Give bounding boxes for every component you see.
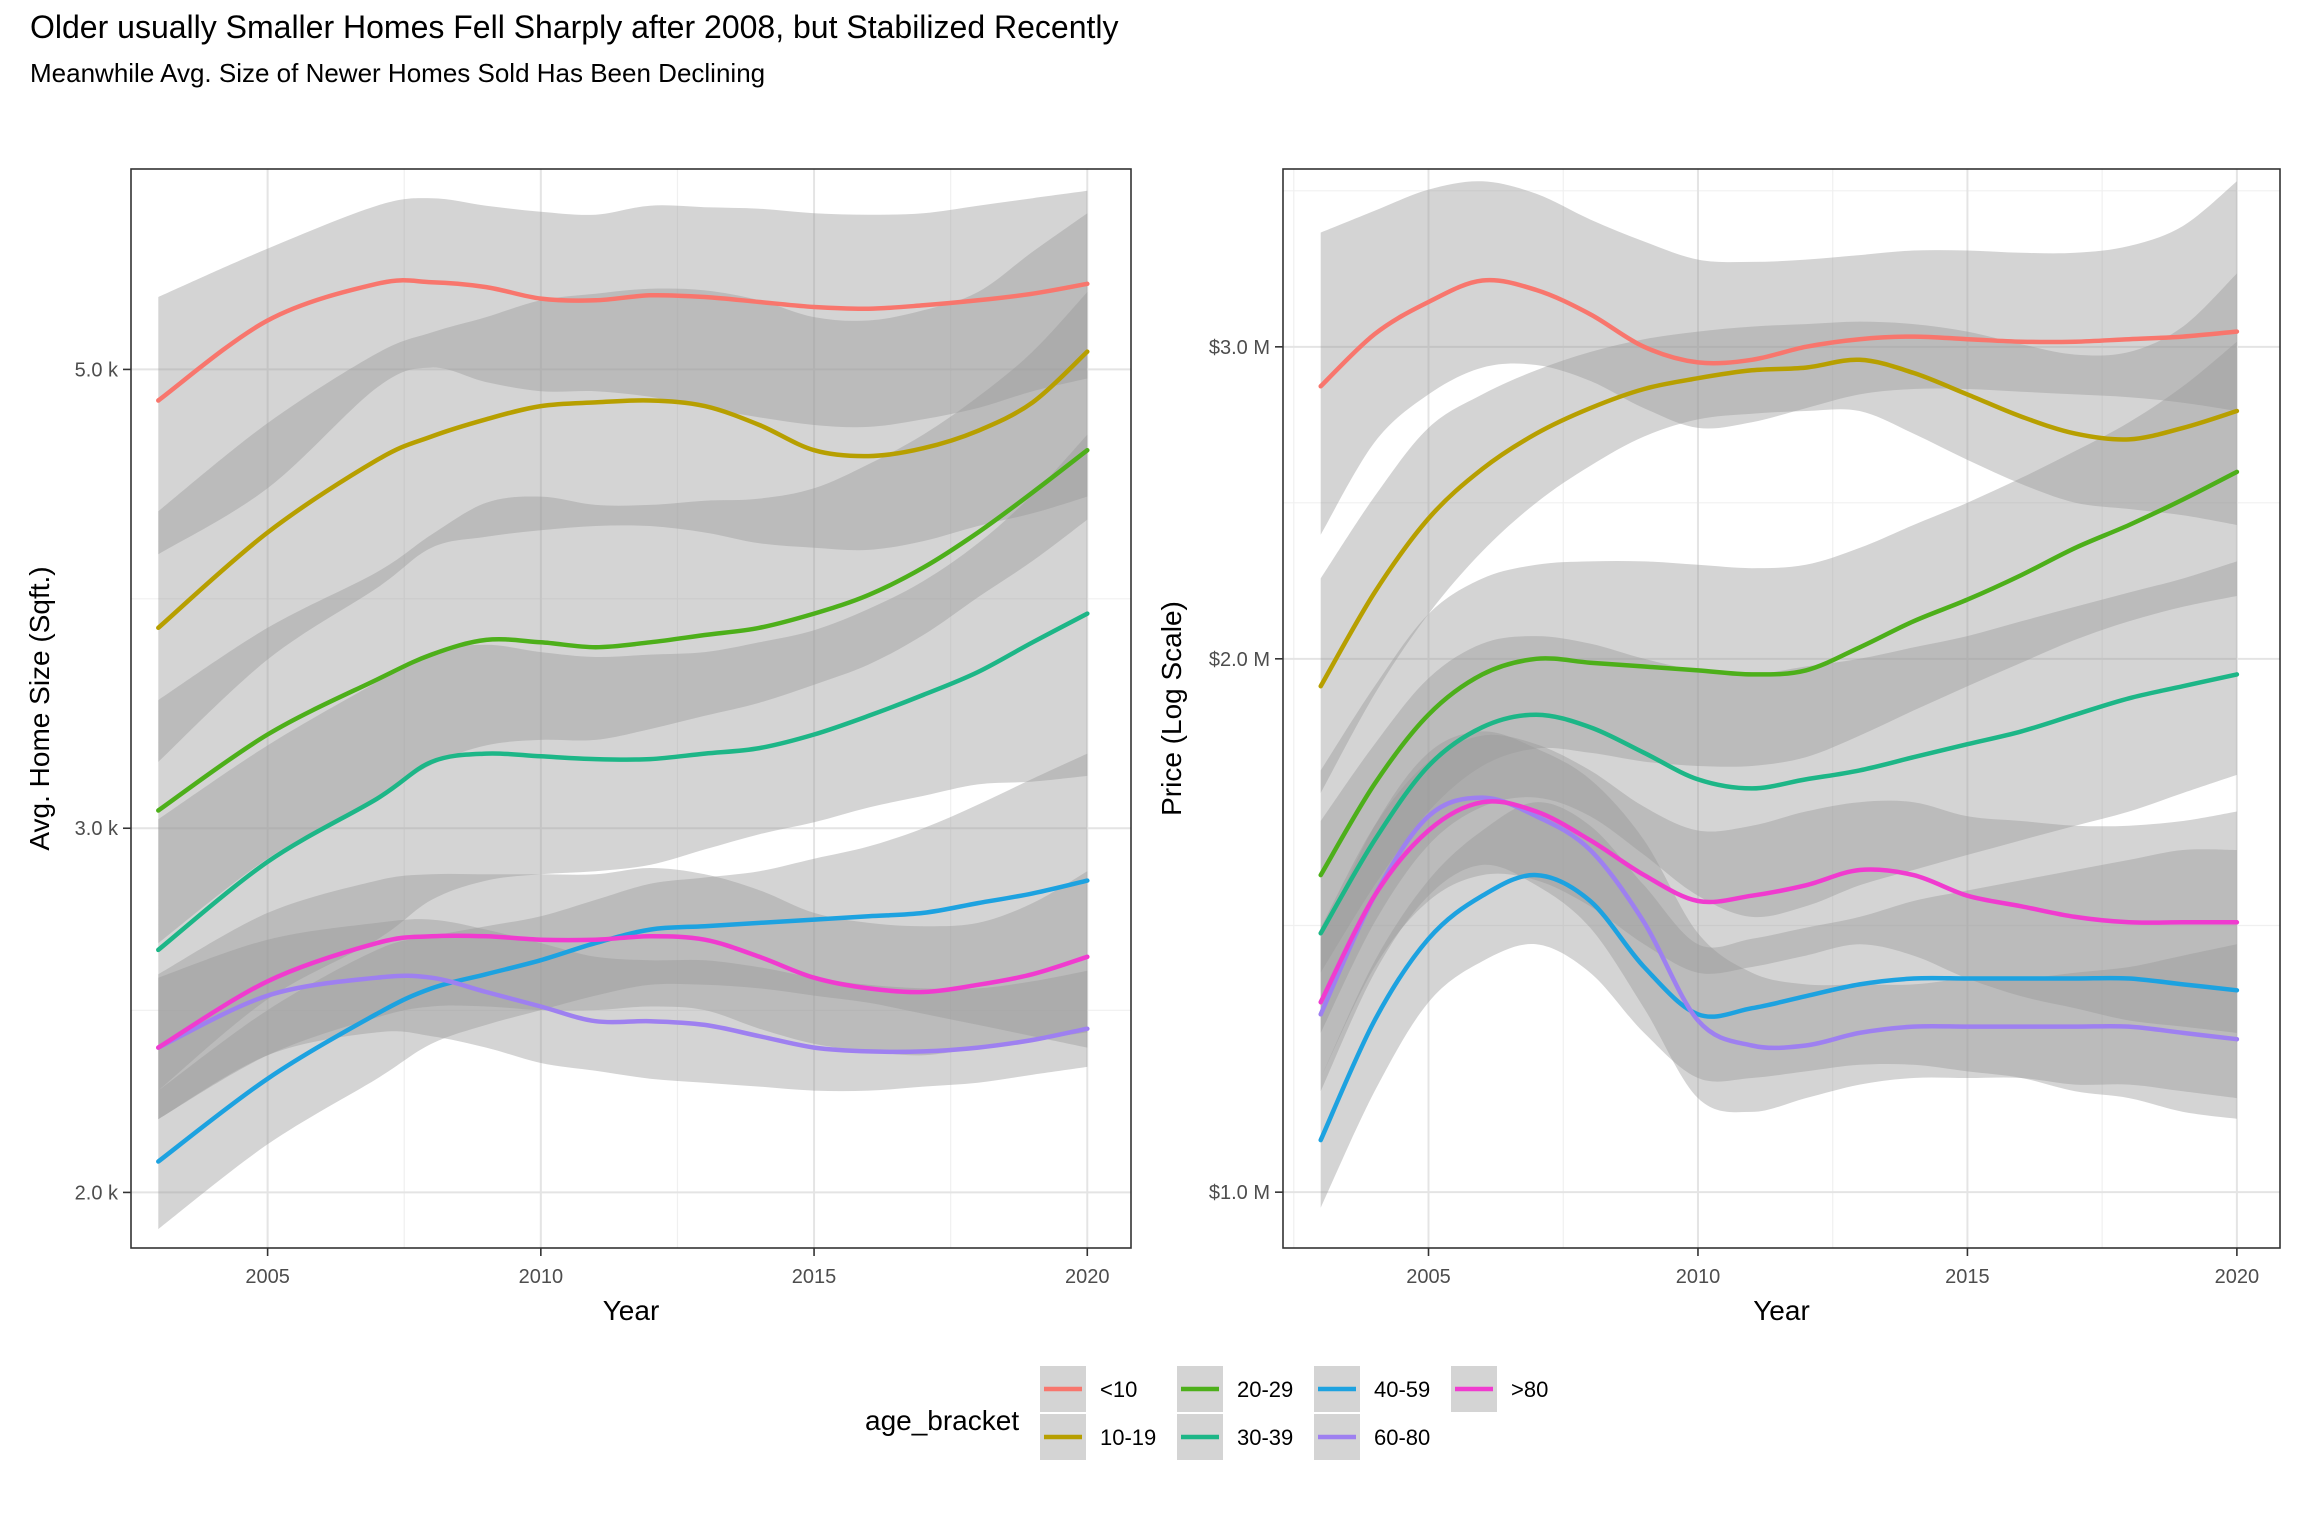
- y-tick-label: $1.0 M: [1209, 1182, 1270, 1204]
- series-line-10-19: [156, 349, 1090, 631]
- plot-background: [131, 169, 1131, 1248]
- series-line-lt10: [1318, 277, 2240, 389]
- grid: [131, 169, 1131, 1248]
- band-10-19: [158, 213, 1088, 762]
- legend-label-lt10: <10: [1100, 1377, 1137, 1402]
- legend-label-gt80: >80: [1511, 1377, 1548, 1402]
- chart-title: Older usually Smaller Homes Fell Sharply…: [30, 9, 1119, 45]
- legend-label-40-59: 40-59: [1374, 1377, 1430, 1402]
- y-axis-label: Price (Log Scale): [1156, 601, 1187, 816]
- legend-title: age_bracket: [865, 1405, 1019, 1436]
- panel-border: [130, 168, 1132, 1249]
- series-line-lt10: [156, 278, 1090, 403]
- y-axis-label: Avg. Home Size (Sqft.): [24, 566, 55, 850]
- confidence-bands: [1320, 181, 2237, 1208]
- series-line-20-29: [1318, 469, 2240, 878]
- y-tick-label: $3.0 M: [1209, 337, 1270, 359]
- legend-label-10-19: 10-19: [1100, 1425, 1156, 1450]
- y-tick-label: 2.0 k: [75, 1182, 119, 1204]
- x-tick-label: 2020: [1065, 1266, 1110, 1288]
- band-10-19: [1320, 273, 2237, 793]
- band-60-80: [1320, 731, 2237, 1113]
- legend: age_bracket <10 10-19 20-29 30-39 40-59 60-80…: [865, 1366, 1548, 1460]
- x-tick-label: 2005: [245, 1266, 290, 1288]
- series-line-30-39: [156, 611, 1090, 953]
- series-lines: [156, 278, 1090, 1164]
- band-20-29: [158, 292, 1088, 944]
- band-30-39: [158, 434, 1088, 1091]
- band-40-59: [158, 753, 1088, 1230]
- legend-label-20-29: 20-29: [1237, 1377, 1293, 1402]
- grid: [1283, 169, 2280, 1248]
- plot-background: [1283, 169, 2280, 1248]
- x-tick-label: 2015: [1945, 1266, 1990, 1288]
- band-30-39: [1320, 561, 2237, 1033]
- series-line-60-80: [1318, 795, 2240, 1051]
- panel-home-size: 2005 2010 2015 2020 2.0 k 3.0 k 5.0 k Year Avg. …: [24, 168, 1132, 1326]
- panel-border: [1282, 168, 2281, 1249]
- x-tick-label: 2015: [792, 1266, 837, 1288]
- legend-label-30-39: 30-39: [1237, 1425, 1293, 1450]
- series-line-gt80: [1318, 799, 2240, 1005]
- series-line-40-59: [156, 878, 1090, 1164]
- series-line-40-59: [1318, 872, 2240, 1143]
- y-tick-label: $2.0 M: [1209, 649, 1270, 671]
- x-tick-label: 2005: [1406, 1266, 1451, 1288]
- series-line-60-80: [156, 973, 1090, 1055]
- axes: 2005 2010 2015 2020 $1.0 M $2.0 M $3.0 M Year Pr…: [1156, 337, 2259, 1326]
- y-tick-label: 3.0 k: [75, 818, 119, 840]
- x-axis-label: Year: [1753, 1295, 1810, 1326]
- axes: 2005 2010 2015 2020 2.0 k 3.0 k 5.0 k Year Avg. …: [24, 359, 1110, 1326]
- legend-label-60-80: 60-80: [1374, 1425, 1430, 1450]
- series-line-gt80: [156, 933, 1090, 1050]
- panel-price: 2005 2010 2015 2020 $1.0 M $2.0 M $3.0 M Year Pr…: [1156, 168, 2281, 1326]
- band-20-29: [1320, 341, 2237, 973]
- series-lines: [1318, 277, 2240, 1143]
- x-tick-label: 2010: [1676, 1266, 1721, 1288]
- x-tick-label: 2010: [519, 1266, 564, 1288]
- series-line-20-29: [156, 447, 1090, 813]
- chart-subtitle: Meanwhile Avg. Size of Newer Homes Sold …: [30, 58, 765, 88]
- x-tick-label: 2020: [2215, 1266, 2260, 1288]
- y-tick-label: 5.0 k: [75, 359, 119, 381]
- x-axis-label: Year: [603, 1295, 660, 1326]
- band-gt80: [158, 868, 1088, 1120]
- series-line-30-39: [1318, 672, 2240, 936]
- confidence-bands: [158, 190, 1088, 1230]
- series-line-10-19: [1318, 357, 2240, 689]
- band-lt10: [1320, 181, 2237, 535]
- band-60-80: [158, 919, 1088, 1120]
